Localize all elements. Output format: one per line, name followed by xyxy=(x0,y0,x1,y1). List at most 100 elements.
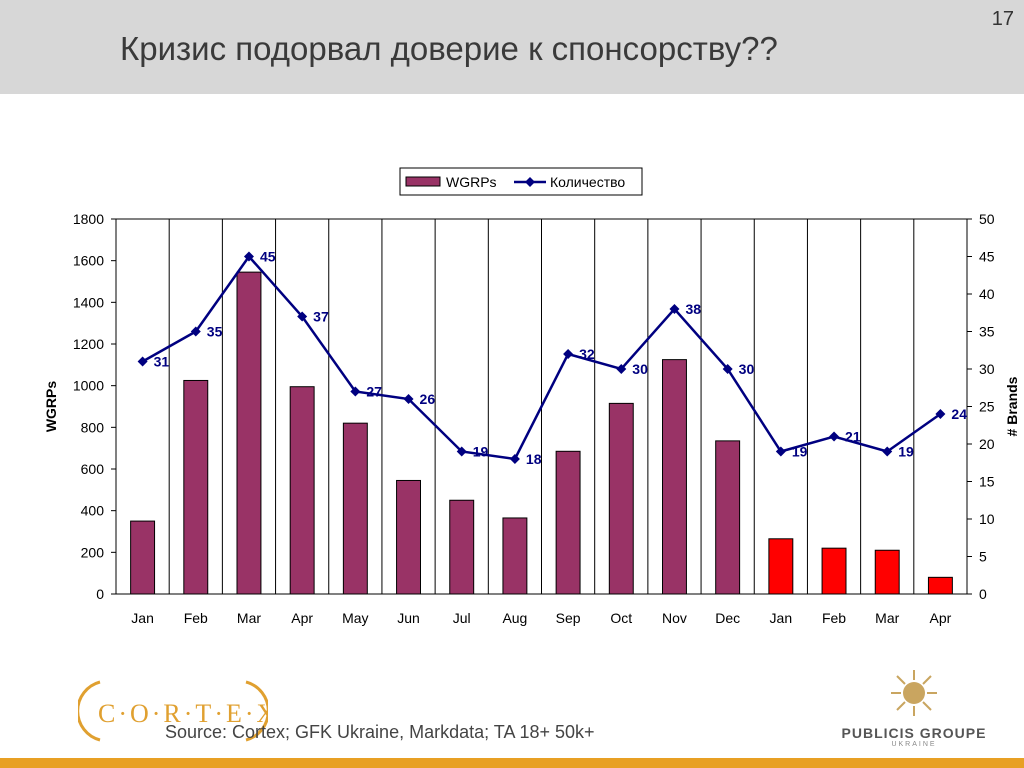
data-label: 45 xyxy=(260,249,276,265)
line-marker xyxy=(243,251,254,262)
data-label: 18 xyxy=(526,451,542,467)
y-tick-label-right: 45 xyxy=(979,249,995,265)
legend-label-kolichestvo: Количество xyxy=(550,174,625,190)
x-tick-label: Sep xyxy=(556,610,581,626)
x-tick-label: Feb xyxy=(822,610,846,626)
x-tick-label: Aug xyxy=(502,610,527,626)
x-tick-label: Jul xyxy=(453,610,471,626)
data-label: 24 xyxy=(951,406,967,422)
bar-wgrps xyxy=(342,422,368,595)
y-tick-label-left: 1000 xyxy=(73,378,104,394)
bar-wgrps xyxy=(555,450,581,595)
x-tick-label: Apr xyxy=(291,610,313,626)
y-tick-label-left: 0 xyxy=(96,586,104,602)
cortex-logo-text: C·O·R·T·E·X xyxy=(98,699,268,728)
sun-emblem-icon xyxy=(891,670,937,716)
bar-wgrps xyxy=(662,359,687,595)
bar-wgrps xyxy=(874,549,900,595)
y-tick-label-left: 1800 xyxy=(73,211,104,227)
data-label: 30 xyxy=(632,361,648,377)
bar-wgrps xyxy=(449,499,475,595)
bar-wgrps xyxy=(130,520,156,595)
x-tick-label: Jun xyxy=(397,610,420,626)
data-label: 19 xyxy=(898,444,914,460)
legend-label-wgrps: WGRPs xyxy=(446,174,497,190)
bar-wgrps xyxy=(183,379,209,595)
line-marker xyxy=(509,454,520,464)
line-marker xyxy=(829,431,840,442)
y-tick-label-right: 25 xyxy=(979,399,995,415)
y-axis-title-left: WGRPs xyxy=(43,381,59,433)
cortex-logo: C·O·R·T·E·X xyxy=(78,680,268,742)
bar-wgrps xyxy=(236,271,262,595)
bar-wgrps xyxy=(502,517,528,595)
bar-wgrps xyxy=(396,479,421,595)
header-bar xyxy=(0,0,1024,94)
line-marker xyxy=(616,364,627,374)
bar-wgrps xyxy=(768,538,794,595)
line-marker xyxy=(722,364,733,374)
y-tick-label-right: 30 xyxy=(979,361,995,377)
x-tick-label: Jan xyxy=(131,610,154,626)
line-marker xyxy=(137,356,148,367)
data-label: 37 xyxy=(313,309,329,325)
line-kolichestvo xyxy=(141,254,942,461)
data-label: 19 xyxy=(792,444,808,460)
data-label: 21 xyxy=(845,429,861,445)
x-tick-label: May xyxy=(342,610,368,626)
y-tick-label-right: 10 xyxy=(979,511,995,527)
bar-wgrps xyxy=(289,386,315,595)
x-tick-label: Nov xyxy=(662,610,687,626)
publicis-logo: PUBLICIS GROUPE UKRAINE xyxy=(838,668,990,748)
x-tick-label: Mar xyxy=(237,610,261,626)
source-note: Source: Cortex; GFK Ukraine, Markdata; T… xyxy=(165,722,595,742)
data-label: 35 xyxy=(207,324,223,340)
line-marker xyxy=(775,446,786,457)
page-title: Кризис подорвал доверие к спонсорству?? xyxy=(120,30,778,67)
bar-wgrps xyxy=(821,547,847,595)
data-label: 19 xyxy=(473,444,489,460)
line-marker xyxy=(190,326,201,337)
y-tick-label-right: 35 xyxy=(979,324,995,340)
x-tick-label: Apr xyxy=(930,610,952,626)
y-tick-label-right: 40 xyxy=(979,286,995,302)
data-label: 26 xyxy=(420,391,436,407)
y-tick-label-left: 800 xyxy=(81,419,105,435)
y-tick-label-right: 15 xyxy=(979,474,995,490)
publicis-subtitle: UKRAINE xyxy=(891,741,937,748)
y-tick-label-right: 0 xyxy=(979,586,987,602)
data-label: 27 xyxy=(366,384,382,400)
y-tick-label-right: 50 xyxy=(979,211,995,227)
x-tick-label: Mar xyxy=(875,610,899,626)
x-tick-label: Oct xyxy=(610,610,632,626)
x-tick-label: Jan xyxy=(770,610,793,626)
line-marker xyxy=(563,349,574,359)
x-tick-label: Feb xyxy=(184,610,208,626)
publicis-name: PUBLICIS GROUPE xyxy=(841,725,987,741)
bar-wgrps xyxy=(715,440,741,595)
y-tick-label-right: 5 xyxy=(979,549,987,565)
y-tick-label-left: 600 xyxy=(81,461,105,477)
legend-marker-line xyxy=(525,177,535,187)
legend-swatch-wgrps xyxy=(405,176,441,187)
line-marker xyxy=(350,386,361,397)
data-label: 32 xyxy=(579,346,595,362)
bar-wgrps xyxy=(927,576,953,595)
y-tick-label-left: 1400 xyxy=(73,294,104,310)
x-tick-label: Dec xyxy=(715,610,740,626)
data-label: 30 xyxy=(739,361,755,377)
line-marker xyxy=(669,304,680,314)
y-tick-label-left: 1200 xyxy=(73,336,104,352)
y-axis-title-right: # Brands xyxy=(1004,376,1020,436)
data-label: 38 xyxy=(685,301,701,317)
y-tick-label-left: 200 xyxy=(81,544,105,560)
y-tick-label-right: 20 xyxy=(979,436,995,452)
data-label: 31 xyxy=(154,354,170,370)
line-marker xyxy=(882,446,893,457)
page-number: 17 xyxy=(991,8,1014,30)
bar-wgrps xyxy=(608,402,634,595)
y-tick-label-left: 1600 xyxy=(73,253,104,269)
line-marker xyxy=(297,311,308,322)
bottom-accent-bar xyxy=(0,758,1024,768)
